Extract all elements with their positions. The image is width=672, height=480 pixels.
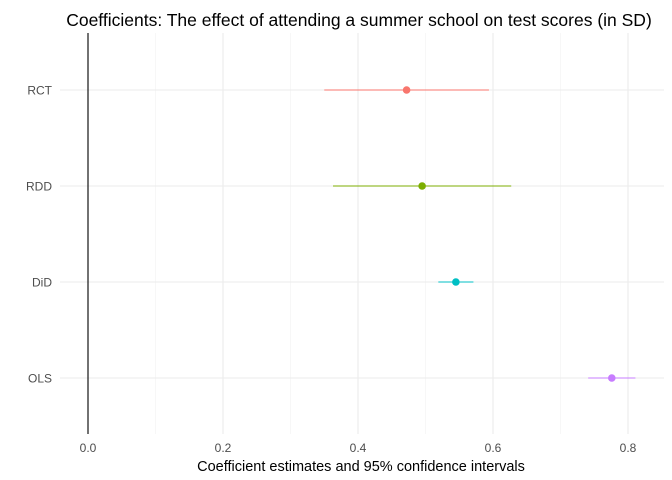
estimate-point-rct: [402, 86, 411, 94]
estimate-point-ols: [608, 374, 616, 382]
x-tick-label: 0.2: [215, 441, 232, 455]
estimate-point-did: [452, 278, 460, 286]
y-tick-labels: RCT RDD DiD OLS: [26, 83, 53, 385]
x-tick-label: 0.6: [485, 441, 502, 455]
chart-title: Coefficients: The effect of attending a …: [66, 10, 652, 30]
data-marks: [324, 86, 636, 382]
y-tick-label: RCT: [27, 83, 52, 97]
y-tick-label: OLS: [28, 371, 52, 385]
estimate-point-rdd: [418, 182, 426, 190]
x-axis-label: Coefficient estimates and 95% confidence…: [197, 459, 525, 475]
x-tick-label: 0.4: [350, 441, 367, 455]
x-tick-labels: 0.0 0.2 0.4 0.6 0.8: [80, 441, 637, 455]
x-tick-label: 0.0: [80, 441, 97, 455]
y-tick-label: DiD: [32, 275, 52, 289]
y-tick-label: RDD: [26, 179, 52, 193]
x-tick-label: 0.8: [620, 441, 637, 455]
grid-lines: [60, 33, 664, 434]
